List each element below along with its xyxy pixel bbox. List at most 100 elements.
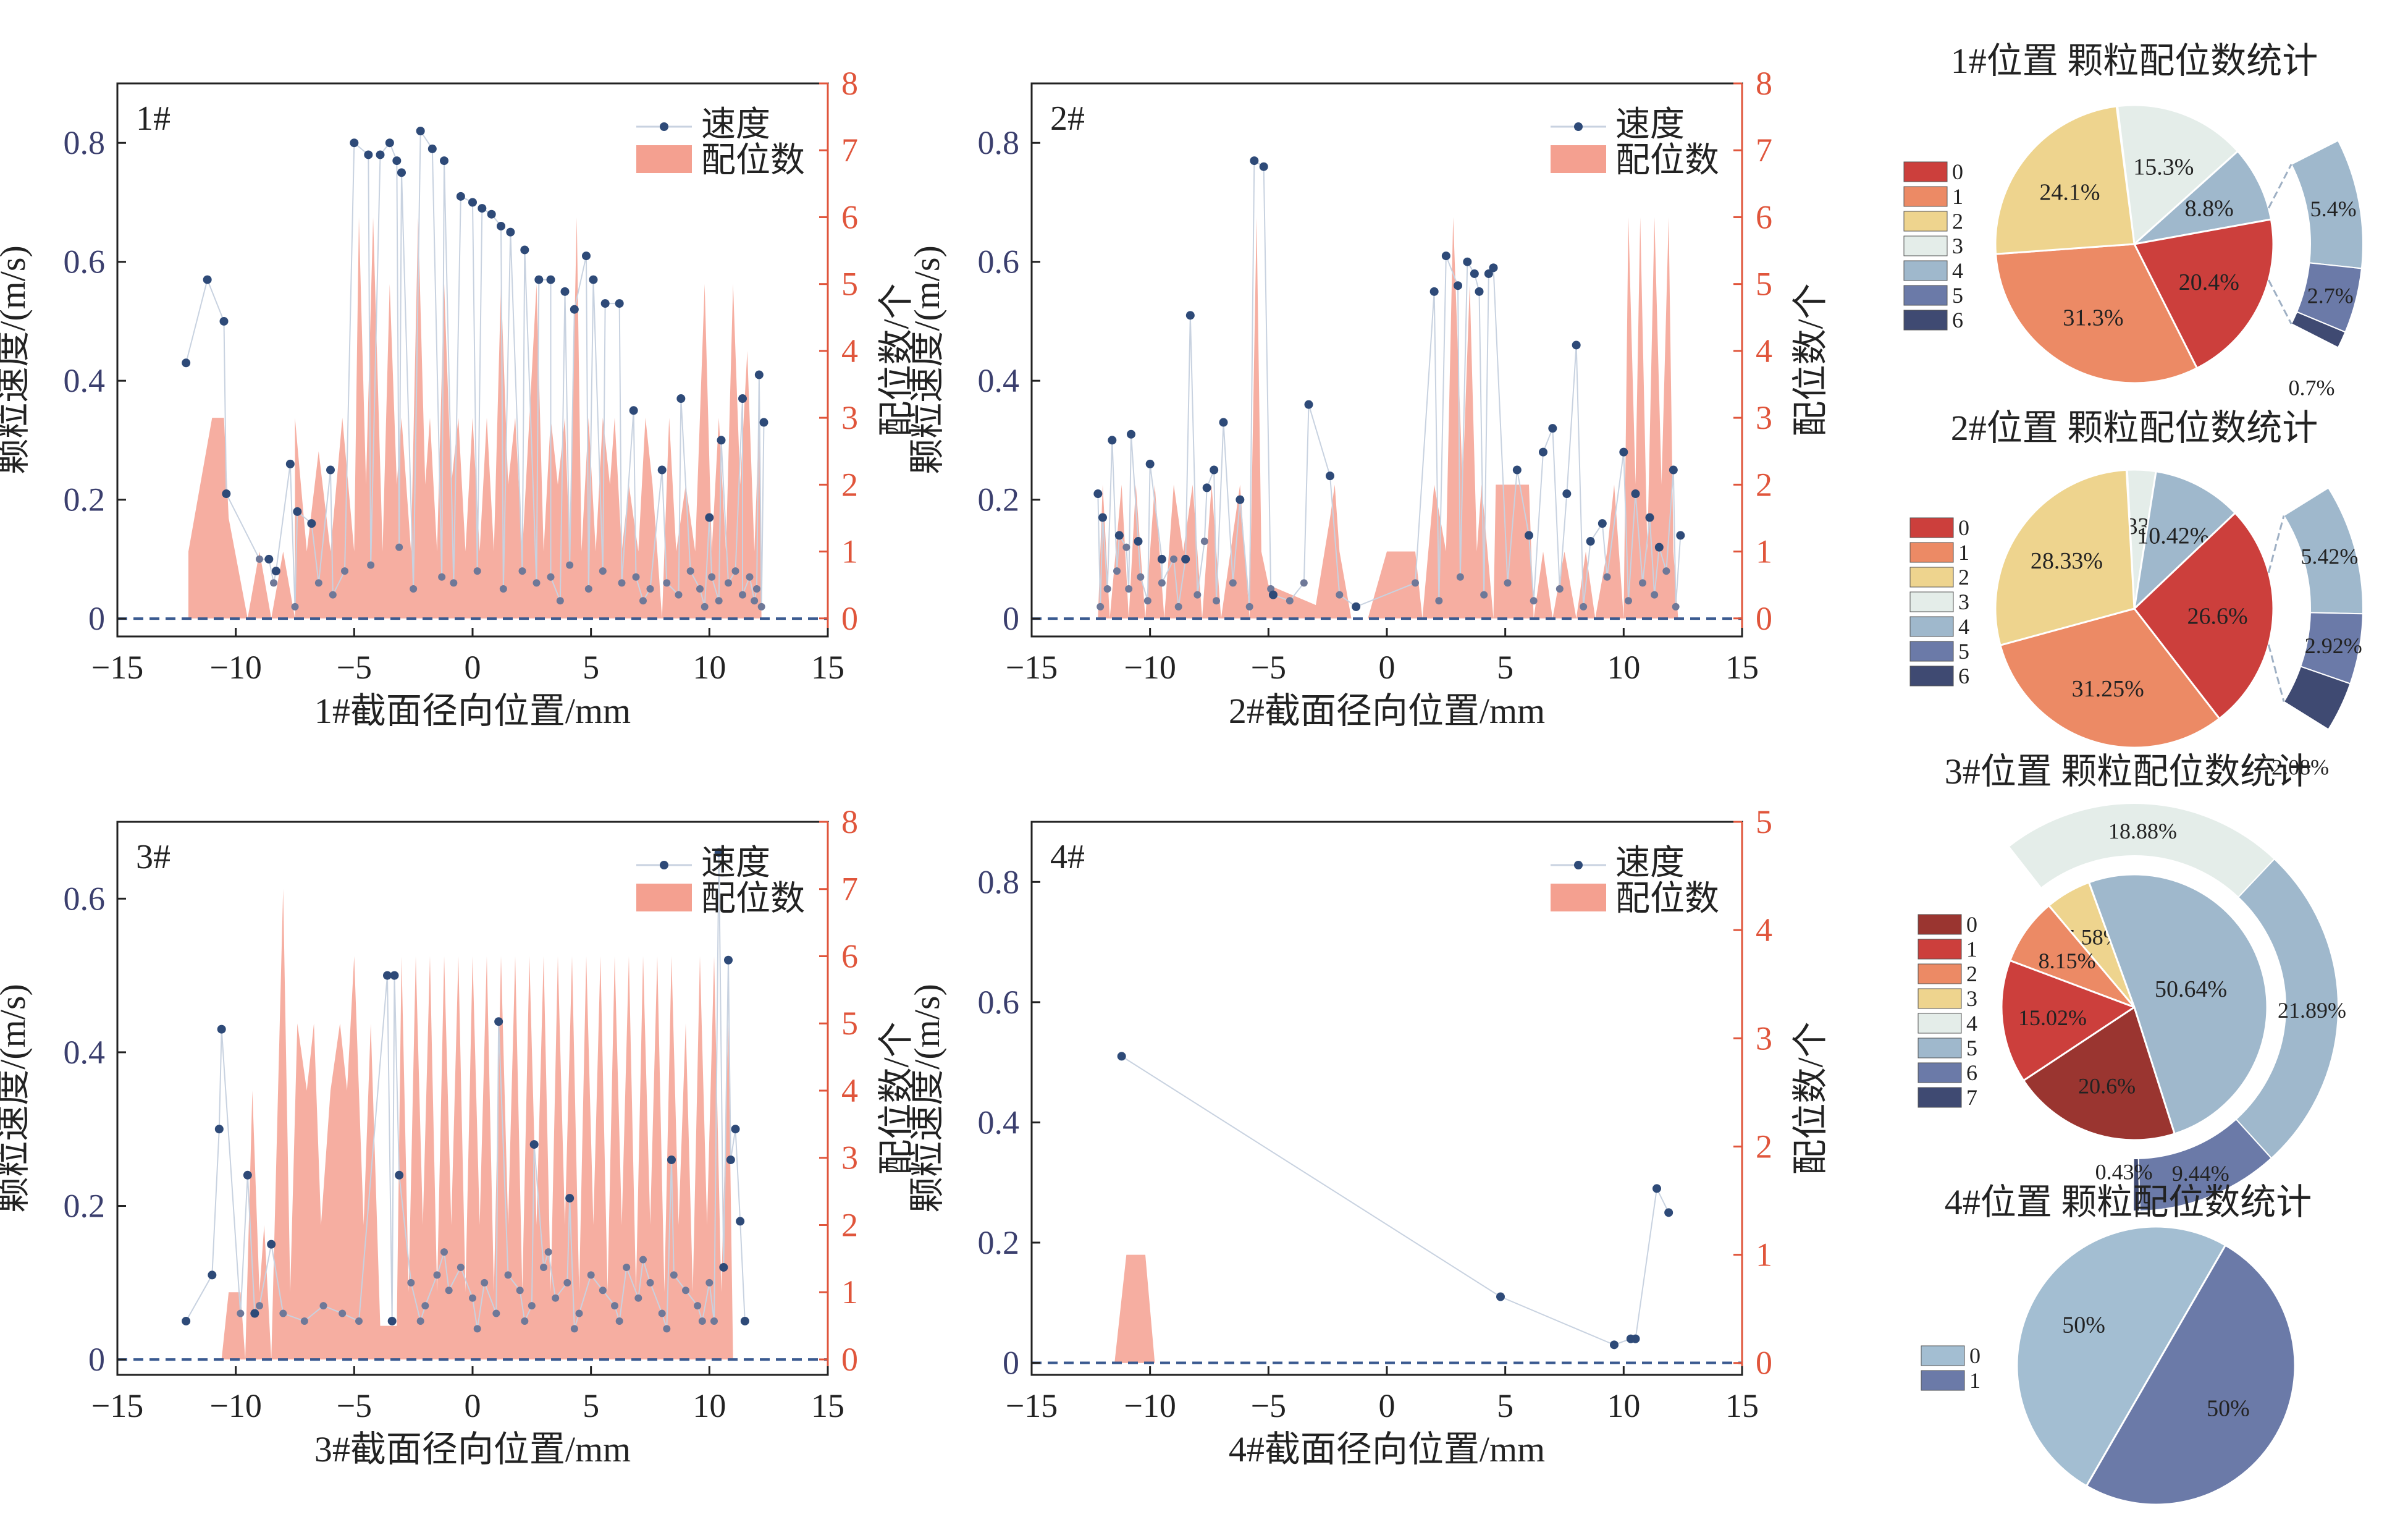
speed-point-low-11 <box>1245 602 1253 611</box>
speed-point-low-10 <box>518 567 526 575</box>
speed-point-low-3 <box>300 1317 308 1325</box>
speed-point-low-21 <box>1530 597 1538 605</box>
pie-legend-label: 1 <box>1966 937 1977 961</box>
y2-tick-label: 4 <box>841 332 858 370</box>
speed-point-1 <box>203 275 212 284</box>
speed-point-39 <box>1654 543 1664 552</box>
speed-point-19 <box>456 192 465 201</box>
speed-point-low-4 <box>367 561 375 569</box>
speed-point-low-5 <box>1143 597 1151 605</box>
pie-slice-3 <box>2116 104 2239 247</box>
speed-point-3 <box>1114 531 1124 540</box>
speed-point-low-25 <box>623 1263 631 1271</box>
pie-legend-swatch-5 <box>1918 1037 1962 1059</box>
legend-speed-label: 速度 <box>701 844 770 882</box>
speed-point-low-21 <box>686 567 694 575</box>
speed-point-low-1 <box>256 1302 263 1310</box>
pie-connector-line <box>2267 644 2285 702</box>
y-tick-label: 0.4 <box>64 362 106 399</box>
y2-tick-label: 3 <box>1756 399 1772 436</box>
y-axis-label: 颗粒速度/(m/s) <box>0 245 33 475</box>
speed-point-low-2 <box>1113 567 1121 575</box>
pie-slice-1 <box>1994 243 2199 384</box>
speed-point-low-11 <box>457 1263 465 1271</box>
legend-coord-swatch <box>636 884 692 911</box>
speed-point-low-7 <box>1174 602 1182 611</box>
y-tick-label: 0.6 <box>64 880 106 917</box>
pie-slice-2 <box>1994 105 2136 255</box>
speed-point-30 <box>582 251 591 261</box>
speed-point-low-0 <box>237 1309 245 1317</box>
speed-point-8 <box>307 519 316 528</box>
speed-point-low-14 <box>492 1309 500 1317</box>
pie-slice-4 <box>2132 470 2237 612</box>
y-tick-label: 0 <box>1003 600 1019 637</box>
y2-tick-label: 0 <box>1756 600 1772 637</box>
speed-point-35 <box>1598 519 1607 528</box>
y2-tick-label: 3 <box>1756 1020 1772 1057</box>
speed-line <box>1121 1055 1670 1346</box>
pie-legend-label: 5 <box>1952 283 1963 308</box>
speed-point-19 <box>736 1217 745 1226</box>
x-tick-label: −15 <box>91 649 143 686</box>
speed-point-10 <box>350 138 359 148</box>
pie-legend-label: 3 <box>1952 234 1963 258</box>
pie-legend-swatch-3 <box>1918 988 1962 1009</box>
pie-slice-0 <box>2132 218 2275 370</box>
plot-p1: −15 −10 −5 0 5 10 15 0 0.2 0.4 0.6 0.8 0 1 2 3 4 5 6 7 8 1#截面… <box>0 65 916 731</box>
speed-point-low-12 <box>469 1294 476 1302</box>
speed-point-low-19 <box>663 579 671 587</box>
legend-speed-marker <box>660 122 668 131</box>
speed-point-34 <box>1586 537 1595 546</box>
y2-tick-label: 6 <box>841 198 858 235</box>
speed-point-low-27 <box>1651 591 1659 599</box>
speed-point-low-29 <box>753 585 760 593</box>
pie-legend-label: 3 <box>1966 986 1977 1011</box>
y2-tick-label: 4 <box>1756 332 1772 370</box>
speed-point-low-28 <box>746 573 754 581</box>
speed-point-low-10 <box>445 1287 453 1295</box>
pie-legend-swatch-5 <box>1903 285 1948 306</box>
speed-point-12 <box>529 1140 539 1149</box>
speed-point-low-29 <box>670 1271 678 1279</box>
pie-legend-label: 2 <box>1966 961 1977 986</box>
plot-p2: −15 −10 −5 0 5 10 15 0 0.2 0.4 0.6 0.8 0 1 2 3 4 5 6 7 8 2#截面… <box>907 65 1830 731</box>
pie-slice-label: 24.1% <box>2039 180 2100 206</box>
plot-area <box>117 126 828 620</box>
y-axis-label: 颗粒速度/(m/s) <box>0 984 33 1213</box>
speed-point-low-13 <box>1286 597 1294 605</box>
speed-point-10 <box>387 1316 397 1325</box>
pie-legend-swatch-1 <box>1918 939 1962 960</box>
pie-slice-label: 20.4% <box>2179 269 2239 295</box>
y2-tick-label: 5 <box>841 266 858 303</box>
speed-point-low-8 <box>1193 591 1202 599</box>
speed-point-low-42 <box>544 1248 552 1256</box>
y2-tick-label: 2 <box>841 466 858 503</box>
y2-tick-label: 1 <box>1756 1236 1772 1274</box>
pie-legend-swatch-0 <box>1918 914 1962 935</box>
pie-detail-slice-0 <box>2283 487 2364 615</box>
speed-point-low-30 <box>757 602 765 611</box>
speed-point-5 <box>250 1309 259 1318</box>
speed-point-27 <box>1489 263 1498 273</box>
speed-point-low-43 <box>639 1256 647 1264</box>
speed-point-low-15 <box>599 567 607 575</box>
y2-tick-label: 7 <box>841 871 858 908</box>
legend-coord-swatch <box>1551 884 1606 911</box>
pie-legend-label: 1 <box>1952 184 1963 209</box>
x-tick-label: 10 <box>1607 649 1640 686</box>
speed-point-low-1 <box>270 579 277 587</box>
pie-connector-line <box>2268 279 2292 324</box>
speed-point-9 <box>1185 311 1195 320</box>
legend-speed-label: 速度 <box>1615 844 1685 882</box>
speed-point-low-26 <box>1639 579 1646 587</box>
speed-point-0 <box>182 1316 191 1325</box>
pie-outer-slice-2 <box>2137 1118 2273 1212</box>
speed-point-4 <box>1127 429 1135 439</box>
speed-point-low-6 <box>438 573 446 581</box>
y-tick-label: 0.8 <box>978 124 1020 161</box>
speed-point-low-39 <box>663 1325 671 1333</box>
pie-outer-slice-1 <box>2235 858 2339 1159</box>
speed-point-2 <box>1108 436 1117 445</box>
speed-point-low-31 <box>1170 555 1177 563</box>
